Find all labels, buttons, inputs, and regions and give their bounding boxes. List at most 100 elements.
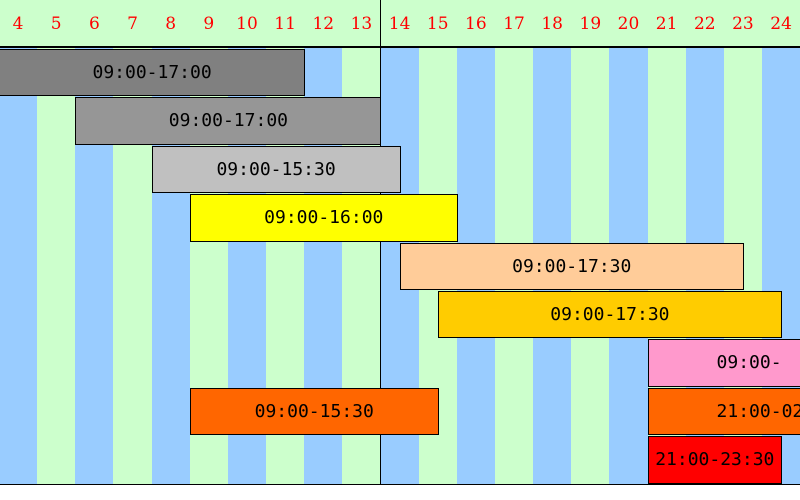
grid-cell[interactable] — [246, 338, 268, 388]
grid-cell[interactable] — [361, 290, 382, 340]
grid-cell[interactable] — [514, 435, 535, 485]
grid-cell[interactable] — [533, 435, 554, 485]
grid-cell[interactable] — [94, 193, 115, 243]
grid-cell[interactable] — [0, 338, 20, 388]
grid-cell[interactable] — [208, 435, 229, 485]
grid-cell[interactable] — [647, 144, 668, 195]
grid-cell[interactable] — [151, 386, 172, 437]
grid-cell[interactable] — [762, 193, 783, 243]
grid-cell[interactable] — [113, 435, 134, 485]
grid-cell[interactable] — [56, 193, 77, 243]
grid-cell[interactable] — [246, 435, 268, 485]
grid-cell[interactable] — [571, 386, 592, 437]
grid-cell[interactable] — [380, 338, 401, 388]
grid-cell[interactable] — [552, 338, 573, 388]
grid-cell[interactable] — [666, 193, 687, 243]
grid-cell[interactable] — [18, 144, 39, 195]
grid-cell[interactable] — [494, 96, 515, 146]
grid-cell[interactable] — [304, 338, 325, 388]
grid-cell[interactable] — [704, 144, 725, 195]
grid-cell[interactable] — [342, 338, 363, 388]
grid-cell[interactable] — [170, 193, 191, 243]
grid-cell[interactable] — [285, 435, 306, 485]
grid-cell[interactable] — [151, 338, 172, 388]
grid-cell[interactable] — [666, 144, 687, 195]
grid-cell[interactable] — [132, 386, 153, 437]
grid-cell[interactable] — [514, 96, 535, 146]
grid-cell[interactable] — [132, 144, 153, 195]
grid-cell[interactable] — [609, 338, 630, 388]
grid-cell[interactable] — [666, 48, 687, 98]
grid-cell[interactable] — [742, 96, 763, 146]
grid-cell[interactable] — [323, 290, 344, 340]
grid-cell[interactable] — [494, 435, 515, 485]
grid-cell[interactable] — [590, 193, 611, 243]
grid-cell[interactable] — [552, 144, 573, 195]
grid-cell[interactable] — [704, 193, 725, 243]
grid-cell[interactable] — [590, 96, 611, 146]
grid-cell[interactable] — [533, 96, 554, 146]
grid-cell[interactable] — [552, 96, 573, 146]
grid-cell[interactable] — [113, 386, 134, 437]
grid-cell[interactable] — [380, 290, 401, 340]
grid-cell[interactable] — [418, 48, 439, 98]
grid-cell[interactable] — [685, 144, 706, 195]
grid-cell[interactable] — [151, 435, 172, 485]
grid-cell[interactable] — [94, 338, 115, 388]
grid-cell[interactable] — [56, 435, 77, 485]
grid-cell[interactable] — [456, 96, 477, 146]
grid-cell[interactable] — [75, 144, 96, 195]
grid-cell[interactable] — [189, 241, 210, 291]
grid-cell[interactable] — [227, 241, 248, 291]
grid-cell[interactable] — [208, 241, 229, 291]
grid-cell[interactable] — [685, 48, 706, 98]
shift-bar[interactable]: 09:00- — [647, 339, 800, 387]
grid-cell[interactable] — [456, 435, 477, 485]
grid-cell[interactable] — [56, 96, 77, 146]
shift-bar[interactable]: 21:00-23:30 — [647, 436, 783, 484]
grid-cell[interactable] — [590, 435, 611, 485]
grid-cell[interactable] — [285, 290, 306, 340]
grid-cell[interactable] — [418, 338, 439, 388]
grid-cell[interactable] — [151, 290, 172, 340]
grid-cell[interactable] — [781, 241, 800, 291]
grid-cell[interactable] — [0, 241, 20, 291]
grid-cell[interactable] — [475, 144, 496, 195]
grid-cell[interactable] — [132, 338, 153, 388]
grid-cell[interactable] — [609, 96, 630, 146]
grid-cell[interactable] — [418, 96, 439, 146]
grid-cell[interactable] — [37, 96, 58, 146]
grid-cell[interactable] — [399, 435, 420, 485]
grid-cell[interactable] — [380, 48, 401, 98]
grid-cell[interactable] — [628, 48, 649, 98]
shift-bar[interactable]: 09:00-17:00 — [75, 97, 382, 145]
grid-cell[interactable] — [571, 48, 592, 98]
grid-cell[interactable] — [552, 48, 573, 98]
grid-cell[interactable] — [266, 435, 287, 485]
grid-cell[interactable] — [189, 338, 210, 388]
shift-bar[interactable]: 21:00-02: — [647, 387, 800, 436]
grid-cell[interactable] — [418, 144, 439, 195]
grid-cell[interactable] — [323, 241, 344, 291]
grid-cell[interactable] — [94, 144, 115, 195]
grid-cell[interactable] — [56, 338, 77, 388]
grid-cell[interactable] — [18, 290, 39, 340]
grid-cell[interactable] — [418, 290, 439, 340]
grid-cell[interactable] — [380, 96, 401, 146]
grid-cell[interactable] — [456, 338, 477, 388]
grid-cell[interactable] — [590, 338, 611, 388]
grid-cell[interactable] — [170, 386, 191, 437]
grid-cell[interactable] — [208, 338, 229, 388]
grid-cell[interactable] — [304, 435, 325, 485]
grid-cell[interactable] — [437, 386, 458, 437]
shift-bar[interactable]: 09:00-15:30 — [189, 387, 439, 436]
grid-cell[interactable] — [304, 241, 325, 291]
grid-cell[interactable] — [399, 96, 420, 146]
grid-cell[interactable] — [227, 338, 248, 388]
grid-cell[interactable] — [0, 193, 20, 243]
grid-cell[interactable] — [723, 193, 744, 243]
grid-cell[interactable] — [380, 435, 401, 485]
grid-cell[interactable] — [609, 193, 630, 243]
grid-cell[interactable] — [113, 290, 134, 340]
grid-cell[interactable] — [323, 338, 344, 388]
